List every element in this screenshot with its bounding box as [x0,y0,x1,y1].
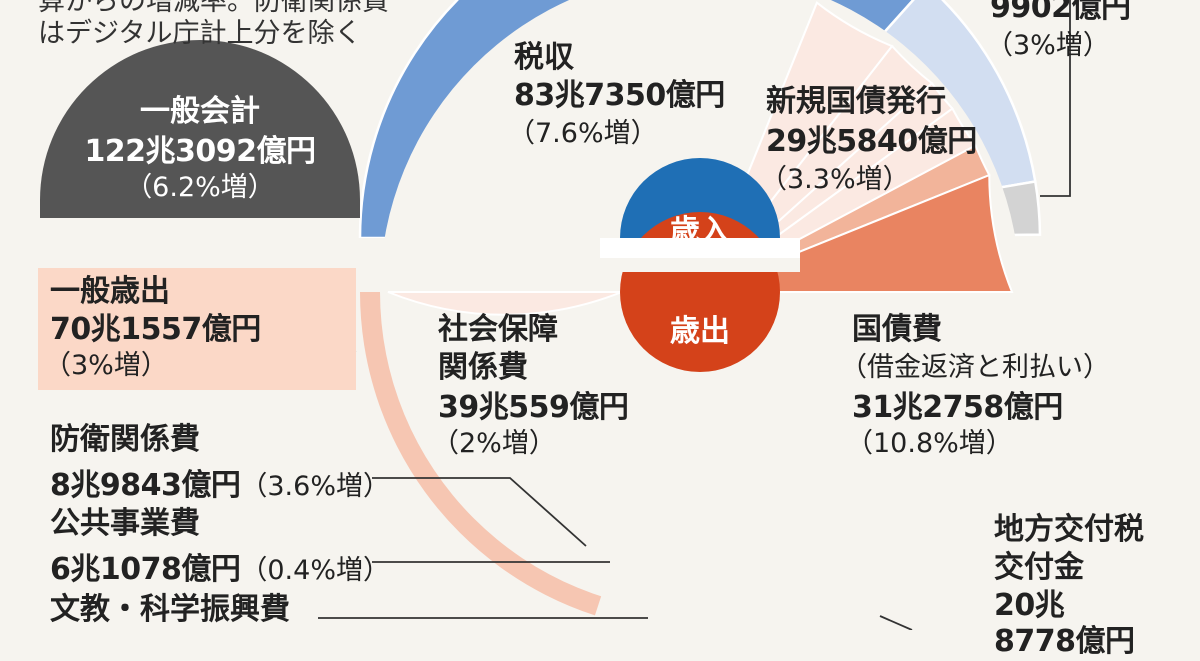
expenditure-badge: 歳出 [670,314,730,349]
local-label-2: 交付金 [994,550,1084,585]
debt-change: （10.8%増） [846,428,1013,459]
public-works-amount-row: 6兆1078億円（0.4%増） [50,544,390,588]
defense-amount-row: 8兆9843億円（3.6%増） [50,460,390,504]
bonds-change: （3.3%増） [760,164,910,195]
tax-amount: 83兆7350億円 [514,78,725,113]
general-expenditure-box [38,268,356,390]
general-expenditure-change: （3%増） [44,350,168,381]
public-works-change: （0.4%増） [240,555,390,586]
defense-change: （3.6%増） [240,471,390,502]
debt-label: 国債費 [852,312,942,347]
education-label: 文教・科学振興費 [50,592,290,627]
header-note-line1: 算からの増減率。防衛関係費 [38,0,389,17]
general-account-amount: 122兆3092億円 [84,134,316,169]
tax-change: （7.6%増） [508,118,658,149]
defense-label: 防衛関係費 [50,422,200,457]
header-note-line2: はデジタル庁計上分を除く [38,18,362,49]
rev-other-amount: 9902億円 [990,0,1131,25]
public-works-amount: 6兆1078億円 [50,552,241,587]
general-account-label: 一般会計 [140,94,260,129]
rev-other-change: （3%増） [986,30,1110,61]
debt-sub: （借金返済と利払い） [840,352,1110,383]
local-amount-1: 20兆 [994,588,1065,623]
social-label-1: 社会保障 [438,312,558,347]
bonds-label: 新規国債発行 [766,84,946,119]
general-expenditure-amount: 70兆1557億円 [50,312,261,347]
bonds-amount: 29兆5840億円 [766,124,977,159]
debt-amount: 31兆2758億円 [852,390,1063,425]
local-label-1: 地方交付税 [994,512,1144,547]
defense-amount: 8兆9843億円 [50,468,241,503]
leader-rev-other [1040,0,1071,197]
social-change: （2%増） [432,428,556,459]
tax-label: 税収 [514,40,574,75]
budget-pie-chart [40,0,1071,630]
leader-local [879,615,913,630]
leader-defense [372,477,587,547]
social-label-2: 関係費 [438,350,528,385]
general-expenditure-label: 一般歳出 [50,274,170,309]
badge-gap [600,258,800,272]
general-account-box [40,40,360,218]
general-account-change: （6.2%増） [125,172,275,203]
public-works-label: 公共事業費 [50,506,200,541]
social-amount: 39兆559億円 [438,390,629,425]
local-amount-2: 8778億円 [994,624,1135,659]
revenue-badge: 歳入 [670,214,730,249]
